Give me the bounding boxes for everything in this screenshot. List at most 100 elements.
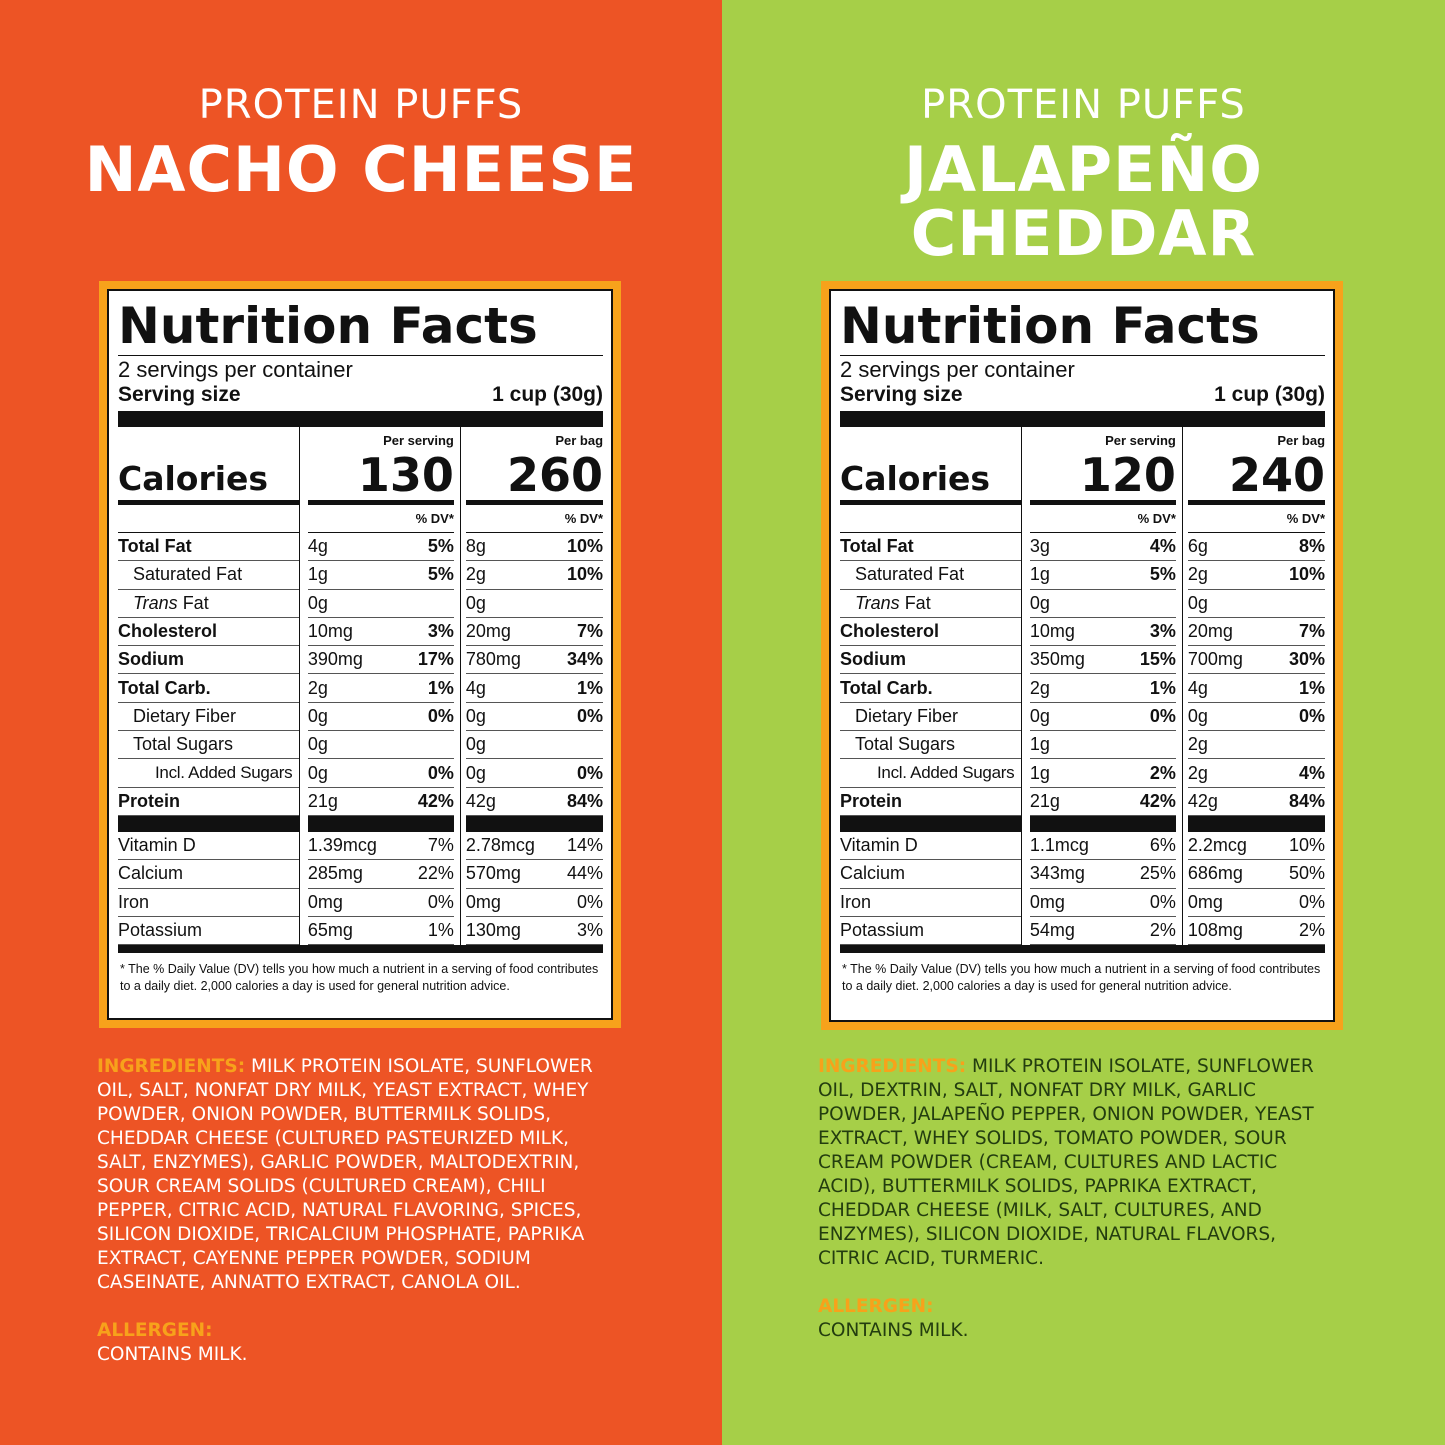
daily-value: 5%: [427, 536, 454, 557]
daily-value: 0%: [1149, 705, 1176, 726]
nutrient-row: Total Sugars: [118, 731, 299, 760]
column-divider: [298, 427, 300, 946]
daily-value: 7%: [577, 621, 604, 642]
dv-header: % DV*: [1029, 505, 1176, 533]
daily-value: 1%: [1149, 677, 1176, 698]
amount: 130mg: [465, 920, 521, 940]
per-bag-column: Per bag 240 % DV* 6g 8% 2g 10% 0g 20mg 7% 700mg 30%…: [1187, 427, 1326, 946]
nutrient-serving-value: 1g 2%: [1029, 759, 1176, 788]
nutrient-row: Incl. Added Sugars: [118, 759, 299, 788]
calories-label: Calories: [118, 459, 269, 498]
serving-size-label: Serving size: [118, 383, 241, 406]
amount: 0g: [465, 734, 486, 755]
daily-value-footnote: * The % Daily Value (DV) tells you how m…: [120, 962, 599, 994]
calories-per-bag: 240: [1228, 448, 1326, 502]
amount: 570mg: [465, 863, 521, 884]
nutrient-bag-value: 0g 0%: [465, 759, 604, 788]
amount: 1g: [307, 564, 328, 585]
nutrient-name: Sodium: [118, 649, 184, 670]
nutrient-bag-value: 0g: [465, 731, 604, 760]
amount: 20mg: [1187, 621, 1233, 642]
fat-word: Fat: [899, 592, 931, 613]
amount: 2g: [1187, 564, 1208, 585]
vitamin-name: Vitamin D: [840, 835, 918, 856]
nutrient-row: Dietary Fiber: [840, 703, 1021, 732]
nutrient-bag-value: 20mg 7%: [1187, 618, 1326, 647]
dv-header: % DV*: [307, 505, 454, 533]
nutrient-serving-value: 4g 5%: [307, 533, 454, 562]
vitamin-name: Potassium: [840, 920, 925, 940]
daily-value: 17%: [417, 649, 454, 670]
amount: 700mg: [1187, 649, 1243, 670]
calories-per-bag-row: 260: [465, 450, 604, 505]
nutrient-serving-value: 10mg 3%: [1029, 618, 1176, 647]
nutrient-name: Trans Fat: [855, 593, 931, 614]
flavor-line: CHEDDAR: [910, 197, 1257, 270]
nutrient-bag-value: 0g 0%: [465, 703, 604, 732]
daily-value: 1%: [1299, 677, 1326, 698]
ingredients-heading: INGREDIENTS:: [818, 1056, 967, 1077]
daily-value: 2%: [1299, 920, 1326, 940]
nutrient-row: Total Carb.: [118, 674, 299, 703]
nutrition-facts-title: Nutrition Facts: [118, 297, 603, 356]
daily-value: 44%: [566, 863, 604, 884]
amount: 2g: [465, 564, 486, 585]
nutrient-serving-value: 1g 5%: [1029, 561, 1176, 590]
nutrient-name: Total Sugars: [133, 734, 234, 755]
amount: 0mg: [465, 891, 501, 912]
allergen-heading: ALLERGEN:: [818, 1296, 934, 1317]
vitamin-row: Vitamin D: [118, 832, 299, 861]
amount: 0g: [1187, 705, 1208, 726]
amount: 0mg: [307, 891, 343, 912]
daily-value-footnote: * The % Daily Value (DV) tells you how m…: [842, 962, 1321, 994]
nutrient-serving-value: 0g 0%: [1029, 703, 1176, 732]
amount: 343mg: [1029, 863, 1085, 884]
vitamin-name: Calcium: [118, 863, 184, 884]
amount: 108mg: [1187, 920, 1243, 940]
ingredients-section: INGREDIENTS: MILK PROTEIN ISOLATE, SUNFL…: [97, 1055, 617, 1367]
amount: 4g: [1187, 677, 1208, 698]
nutrient-bag-value: 2g: [1187, 731, 1326, 760]
vitamin-row: Calcium: [118, 860, 299, 889]
calories-label: Calories: [840, 459, 991, 498]
amount: 0g: [465, 762, 486, 783]
daily-value: 0%: [577, 891, 604, 912]
nutrient-bag-value: 20mg 7%: [465, 618, 604, 647]
vitamin-row: Calcium: [840, 860, 1021, 889]
allergen-text: CONTAINS MILK.: [97, 1344, 248, 1365]
nutrient-name: Cholesterol: [118, 621, 218, 642]
calories-per-bag-row: 240: [1187, 448, 1326, 505]
amount: 1g: [1029, 762, 1050, 783]
nutrient-bag-value: 4g 1%: [465, 674, 604, 703]
thick-divider: [118, 945, 603, 954]
nutrient-row: Trans Fat: [118, 590, 299, 618]
nutrient-bag-value: 4g 1%: [1187, 674, 1326, 703]
calories-per-serving: 120: [1079, 448, 1176, 502]
vitamin-row: Iron: [118, 889, 299, 917]
amount: 780mg: [465, 649, 521, 670]
nutrient-serving-value: 2g 1%: [307, 674, 454, 703]
vitamin-serving-value: 343mg 25%: [1029, 860, 1176, 889]
nutrient-name: Saturated Fat: [133, 564, 243, 585]
vitamin-serving-value: 0mg 0%: [1029, 889, 1176, 917]
nutrient-row: Cholesterol: [118, 618, 299, 647]
daily-value: 0%: [1299, 891, 1326, 912]
daily-value: 3%: [427, 621, 454, 642]
daily-value: 10%: [1288, 835, 1326, 856]
nutrient-grid: Calories Total Fat Saturated Fat Trans Fat C…: [840, 427, 1326, 946]
trans-word: Trans: [855, 592, 900, 613]
per-serving-label: Per serving: [1105, 433, 1176, 448]
amount: 390mg: [307, 649, 363, 670]
dv-spacer: [840, 505, 1021, 533]
thick-divider: [465, 815, 604, 832]
nutrient-row: Cholesterol: [840, 618, 1021, 647]
vitamin-name: Calcium: [840, 863, 906, 884]
daily-value: 0%: [1299, 705, 1326, 726]
daily-value: 2%: [1149, 762, 1176, 783]
daily-value: 10%: [566, 536, 604, 557]
amount: 1.39mcg: [307, 835, 377, 856]
amount: 21g: [307, 790, 338, 811]
allergen-section: ALLERGEN: CONTAINS MILK.: [818, 1295, 1323, 1343]
nutrient-row: Sodium: [118, 646, 299, 675]
nutrient-serving-value: 1g: [1029, 731, 1176, 760]
